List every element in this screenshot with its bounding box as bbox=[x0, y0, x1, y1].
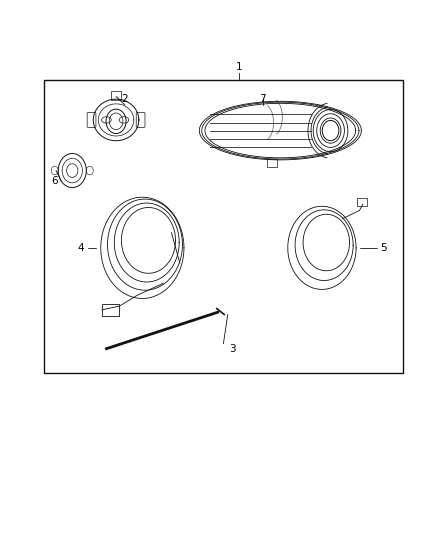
Bar bbox=[357, 198, 367, 206]
Text: 1: 1 bbox=[235, 62, 242, 71]
Text: 2: 2 bbox=[121, 94, 128, 103]
Text: 3: 3 bbox=[229, 344, 236, 354]
Bar bbox=[102, 304, 119, 316]
Text: 6: 6 bbox=[51, 176, 58, 186]
Bar bbox=[44, 80, 403, 373]
Text: 7: 7 bbox=[259, 94, 266, 103]
Text: 4: 4 bbox=[78, 243, 85, 253]
Text: 5: 5 bbox=[380, 243, 387, 253]
Bar bbox=[111, 92, 121, 100]
Bar bbox=[267, 159, 278, 167]
